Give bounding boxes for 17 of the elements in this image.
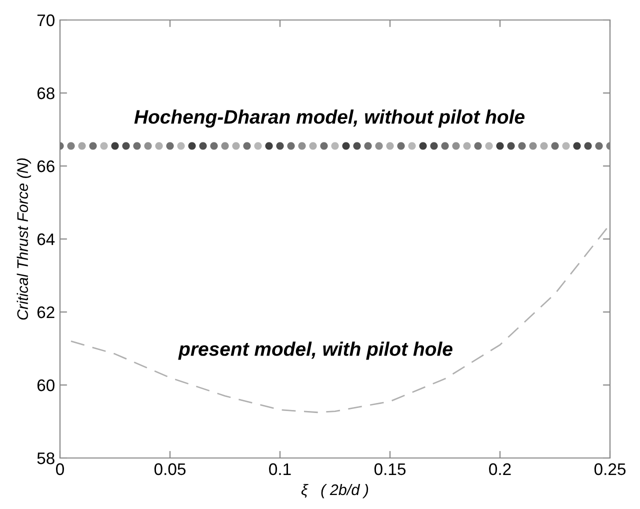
annotation: present model, with pilot hole: [178, 342, 452, 360]
x-tick-label: 0: [56, 463, 64, 476]
x-tick-label: 0.25: [594, 463, 626, 476]
x-tick-label: 0.2: [489, 463, 511, 476]
x-axis-title: ξ ( 2b/d ): [301, 484, 368, 498]
x-tick-label: 0.05: [154, 463, 186, 476]
y-axis-title: Critical Thrust Force (N): [16, 158, 32, 320]
y-tick-label: 58: [37, 452, 54, 464]
y-tick-label: 66: [37, 160, 54, 172]
y-tick-label: 62: [37, 306, 54, 318]
y-tick-label: 70: [37, 14, 54, 26]
y-tick-label: 68: [37, 87, 54, 100]
y-tick-label: 64: [37, 233, 55, 246]
x-tick-label: 0.15: [374, 463, 406, 476]
y-tick-label: 60: [37, 379, 54, 392]
x-tick-label: 0.1: [269, 463, 291, 476]
annotation: Hocheng-Dharan model, without pilot hole: [134, 109, 524, 128]
